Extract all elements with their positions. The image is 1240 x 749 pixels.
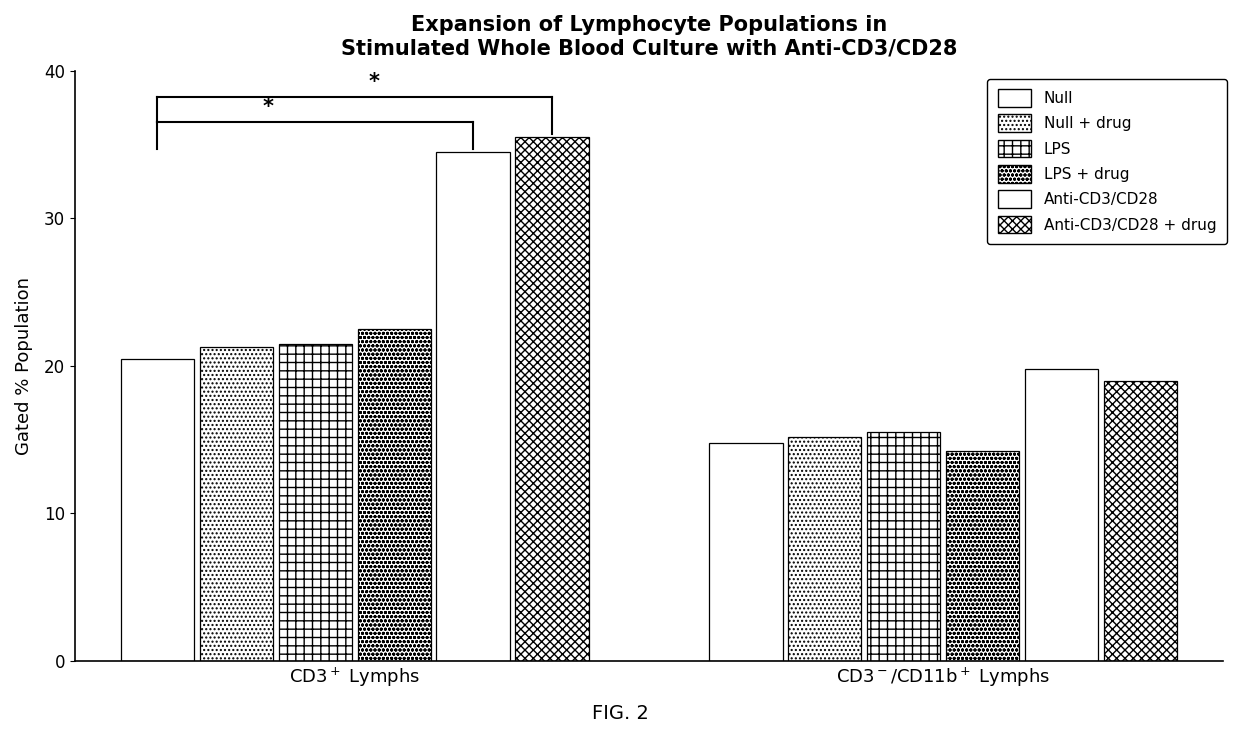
Bar	[436, 152, 510, 661]
Bar	[709, 443, 782, 661]
Legend: Null, Null + drug, LPS, LPS + drug, Anti-CD3/CD28, Anti-CD3/CD28 + drug: Null, Null + drug, LPS, LPS + drug, Anti…	[987, 79, 1226, 244]
Title: Expansion of Lymphocyte Populations in
Stimulated Whole Blood Culture with Anti-: Expansion of Lymphocyte Populations in S…	[341, 15, 957, 58]
Bar	[200, 347, 273, 661]
Bar	[1104, 380, 1177, 661]
Bar	[867, 432, 940, 661]
Text: *: *	[370, 71, 379, 91]
Bar	[1025, 369, 1099, 661]
Bar	[789, 437, 862, 661]
Bar	[946, 452, 1019, 661]
Text: *: *	[263, 97, 274, 117]
Bar	[120, 359, 195, 661]
Y-axis label: Gated % Population: Gated % Population	[15, 277, 33, 455]
Bar	[357, 329, 432, 661]
Bar	[279, 344, 352, 661]
Text: FIG. 2: FIG. 2	[591, 704, 649, 723]
Bar	[516, 137, 589, 661]
